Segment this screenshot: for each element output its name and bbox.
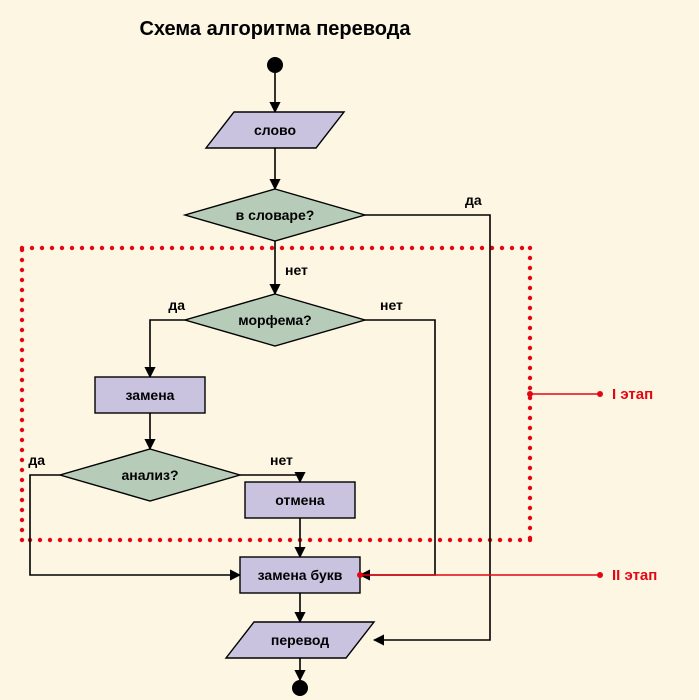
stage-label: II этап: [612, 567, 657, 584]
node-label-perevod: перевод: [271, 632, 329, 648]
node-zamena: замена: [95, 377, 205, 413]
node-end: [292, 680, 308, 696]
node-perevod: перевод: [226, 622, 374, 658]
node-label-vslovare: в словаре?: [236, 207, 315, 223]
stage-callout-1: I этап: [527, 386, 653, 403]
node-slovo: слово: [206, 112, 344, 148]
edge-label: нет: [270, 452, 293, 468]
node-zbukv: замена букв: [240, 557, 360, 593]
node-label-slovo: слово: [254, 122, 296, 138]
node-start: [267, 57, 283, 73]
node-label-analiz: анализ?: [121, 467, 178, 483]
edge-label: нет: [285, 262, 308, 278]
edge-vslovare-perevod_right: [365, 215, 490, 640]
edge-label: нет: [380, 297, 403, 313]
edge-morfema-zbukv_right: [360, 320, 435, 575]
edge-analiz-otmena: [240, 475, 300, 482]
node-label-otmena: отмена: [275, 492, 325, 508]
edge-label: да: [28, 452, 45, 468]
node-vslovare: в словаре?: [185, 189, 365, 241]
stage-callout-2: II этап: [357, 567, 657, 584]
node-analiz: анализ?: [60, 449, 240, 501]
diagram-title: Схема алгоритма перевода: [139, 18, 411, 40]
node-label-zamena: замена: [126, 387, 175, 403]
edge-label: да: [465, 192, 482, 208]
edge-morfema-zamena: [150, 320, 185, 377]
edge-label: да: [168, 297, 185, 313]
node-label-morfema: морфема?: [238, 312, 311, 328]
stage-label: I этап: [612, 386, 653, 403]
node-morfema: морфема?: [185, 294, 365, 346]
node-otmena: отмена: [245, 482, 355, 518]
node-label-zbukv: замена букв: [258, 567, 343, 583]
